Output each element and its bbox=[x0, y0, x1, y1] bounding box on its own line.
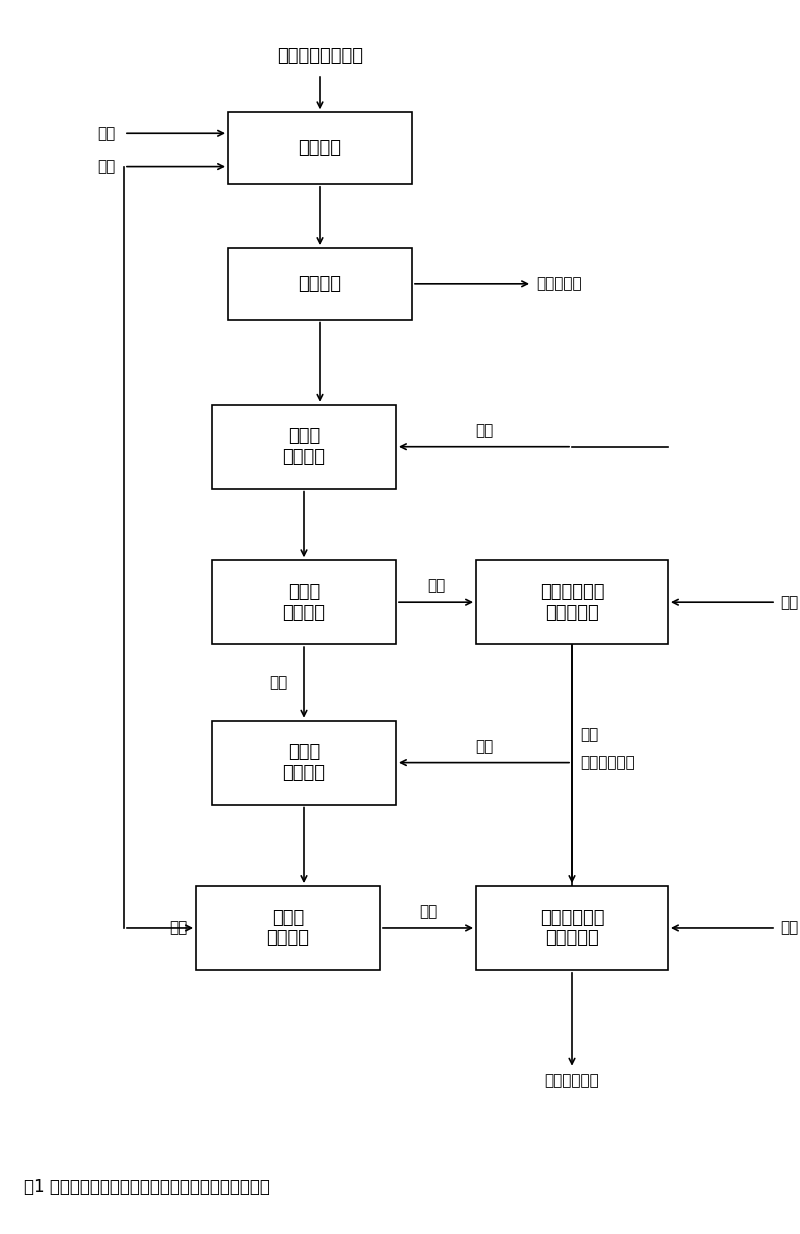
Bar bbox=[228, 112, 412, 184]
Text: 对硝基苯甲醚: 对硝基苯甲醚 bbox=[580, 755, 634, 770]
Text: 套用: 套用 bbox=[98, 159, 116, 174]
Text: 第二次
冷却结晶: 第二次 冷却结晶 bbox=[282, 743, 326, 782]
Text: 脱色除杂: 脱色除杂 bbox=[298, 275, 342, 292]
Bar bbox=[212, 560, 396, 644]
Text: 滤液: 滤液 bbox=[170, 921, 188, 935]
Text: 第一次
固液分离: 第一次 固液分离 bbox=[282, 582, 326, 622]
Text: 滤饼: 滤饼 bbox=[427, 579, 445, 594]
Text: 脱色剂回收: 脱色剂回收 bbox=[536, 276, 582, 291]
Bar bbox=[212, 405, 396, 489]
Text: 套用: 套用 bbox=[475, 739, 493, 754]
Text: 硝基苯甲醚混合物: 硝基苯甲醚混合物 bbox=[277, 47, 363, 64]
Text: 邻硝基苯甲醚: 邻硝基苯甲醚 bbox=[545, 1074, 599, 1088]
Bar bbox=[228, 248, 412, 320]
Text: 甲醇: 甲醇 bbox=[580, 727, 598, 742]
Text: 对硝基苯甲醚
重结晶精制: 对硝基苯甲醚 重结晶精制 bbox=[540, 582, 604, 622]
Text: 甲醇: 甲醇 bbox=[780, 921, 798, 935]
Text: 第一次
冷却结晶: 第一次 冷却结晶 bbox=[282, 427, 326, 466]
Text: 升温溶解: 升温溶解 bbox=[298, 139, 342, 157]
Bar bbox=[476, 560, 668, 644]
Text: 甲醇: 甲醇 bbox=[98, 126, 116, 141]
Bar bbox=[196, 886, 380, 970]
Text: 套用: 套用 bbox=[475, 423, 493, 438]
Text: 滤液: 滤液 bbox=[270, 675, 288, 690]
Bar bbox=[212, 721, 396, 805]
Bar bbox=[476, 886, 668, 970]
Text: 甲醇: 甲醇 bbox=[780, 595, 798, 610]
Text: 邻硝基苯甲醚
重结晶精制: 邻硝基苯甲醚 重结晶精制 bbox=[540, 908, 604, 948]
Text: 图1 一种硝基苯甲醚混合物的结晶分离的工艺流程图。: 图1 一种硝基苯甲醚混合物的结晶分离的工艺流程图。 bbox=[24, 1178, 270, 1196]
Text: 第二次
固液分离: 第二次 固液分离 bbox=[266, 908, 310, 948]
Text: 滤饼: 滤饼 bbox=[419, 905, 437, 919]
